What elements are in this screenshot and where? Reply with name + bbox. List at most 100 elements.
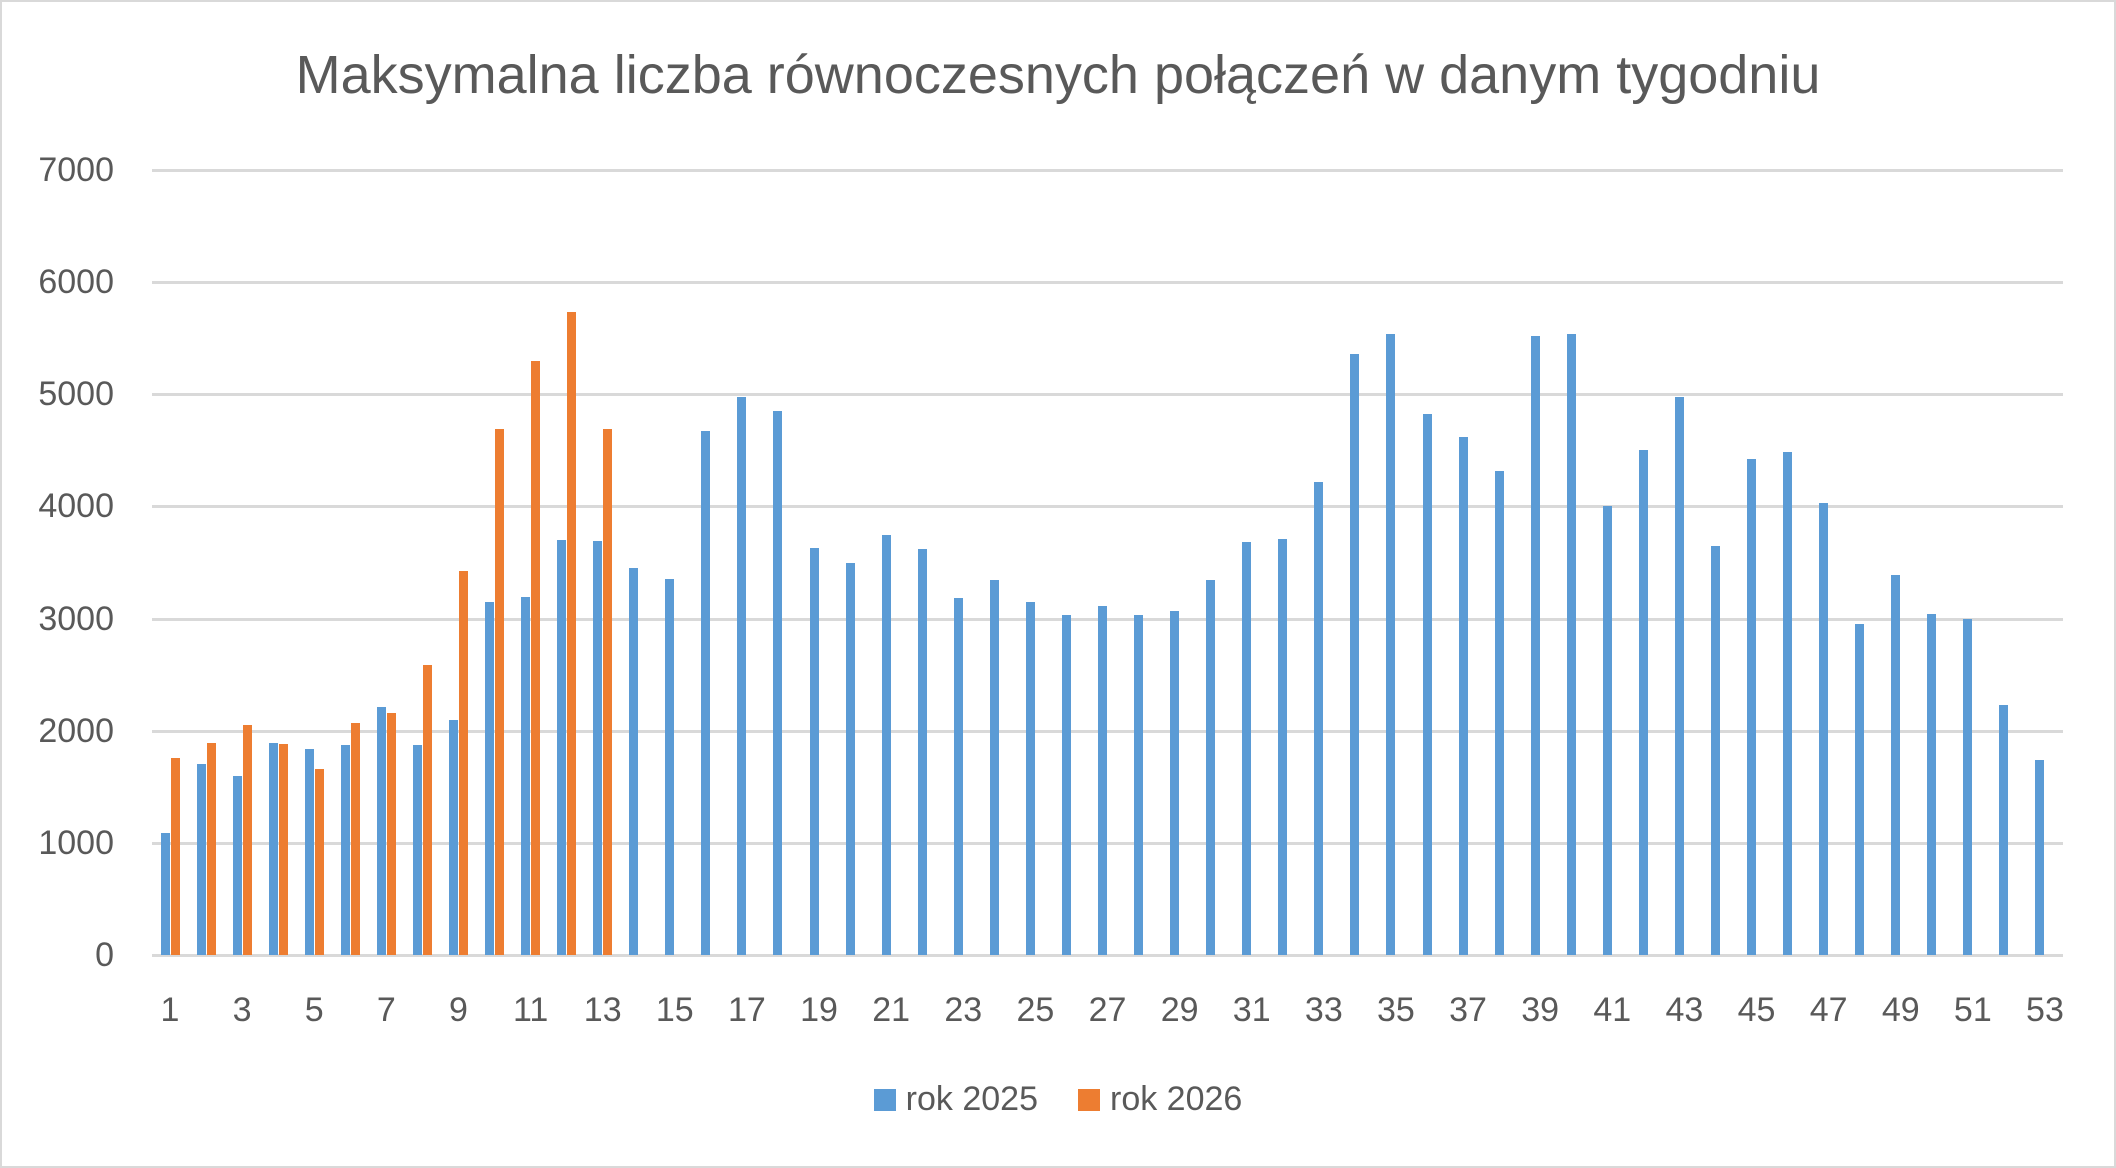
bar-rok-2025-week-17 [737,396,747,955]
bar-rok-2025-week-3 [232,775,242,955]
x-tick-label: 53 [2026,991,2064,1029]
bar-rok-2025-week-11 [521,596,531,955]
gridline [152,841,2063,845]
bar-rok-2025-week-23 [953,598,963,955]
x-tick-label: 15 [655,991,694,1029]
bar-rok-2026-week-13 [603,429,613,955]
bar-rok-2025-week-45 [1747,459,1757,955]
y-tick-label: 7000 [38,151,114,189]
bar-rok-2025-week-53 [2035,760,2045,955]
legend-label: rok 2025 [905,1080,1038,1118]
bar-rok-2025-week-34 [1350,354,1360,955]
gridline [152,393,2063,397]
bar-rok-2025-week-13 [593,541,603,955]
bar-rok-2025-week-6 [340,745,350,955]
y-tick-label: 3000 [38,599,114,638]
bar-rok-2025-week-10 [485,601,495,955]
bar-rok-2025-week-1 [160,832,170,955]
bar-rok-2026-week-9 [458,571,468,955]
bar-rok-2025-week-24 [989,579,999,955]
bar-rok-2025-week-50 [1927,614,1937,955]
bar-rok-2025-week-36 [1422,414,1432,955]
legend: rok 2025 rok 2026 [0,1080,2116,1119]
legend-swatch-icon [1078,1088,1100,1111]
x-tick-label: 27 [1088,991,1127,1029]
bar-rok-2025-week-7 [376,706,386,955]
gridline [152,281,2063,285]
gridline [152,169,2063,172]
x-tick-label: 3 [232,991,252,1029]
x-tick-label: 35 [1377,991,1415,1029]
bar-rok-2025-week-38 [1494,471,1504,955]
bar-rok-2025-week-35 [1386,334,1396,955]
gridline [152,954,2063,957]
x-tick-label: 51 [1953,991,1992,1029]
bar-rok-2025-week-37 [1458,437,1468,955]
bar-rok-2025-week-33 [1314,482,1324,955]
x-tick-label: 23 [944,991,983,1029]
y-tick-label: 6000 [38,263,114,302]
bar-rok-2025-week-52 [1999,704,2009,955]
bar-rok-2025-week-8 [412,745,422,955]
gridline [152,729,2063,733]
x-tick-label: 39 [1521,991,1560,1029]
y-tick-label: 0 [95,936,114,974]
x-tick-label: 5 [304,991,324,1029]
x-tick-label: 25 [1016,991,1055,1029]
bar-rok-2025-week-51 [1963,619,1973,955]
bar-rok-2025-week-22 [917,549,927,955]
bar-rok-2025-week-42 [1638,450,1648,955]
y-tick-label: 1000 [38,823,114,862]
x-tick-label: 47 [1809,991,1848,1029]
x-tick-label: 29 [1160,991,1199,1029]
gridline [152,505,2063,509]
bar-rok-2025-week-25 [1025,602,1035,955]
legend-label: rok 2026 [1110,1080,1243,1118]
bar-rok-2025-week-27 [1098,605,1107,955]
bar-rok-2026-week-5 [314,769,324,955]
bar-rok-2026-week-2 [206,742,216,955]
legend-item-rok-2026: rok 2026 [1078,1080,1242,1119]
chart-title: Maksymalna liczba równoczesnych połączeń… [295,45,1821,105]
x-tick-label: 1 [160,991,180,1029]
bar-rok-2025-week-39 [1530,335,1540,955]
x-tick-label: 19 [800,991,838,1029]
bar-rok-2025-week-48 [1855,624,1865,955]
bar-rok-2025-week-30 [1206,580,1216,955]
x-tick-label: 45 [1737,991,1776,1029]
bar-rok-2025-week-44 [1710,545,1720,955]
x-tick-label: 49 [1881,991,1920,1029]
legend-swatch-icon [873,1088,896,1111]
bar-rok-2025-week-5 [304,748,314,955]
bar-rok-2025-week-21 [881,535,891,955]
bar-rok-2025-week-32 [1278,538,1288,955]
x-tick-label: 31 [1232,991,1271,1029]
x-tick-label: 11 [512,991,549,1029]
bar-rok-2026-week-3 [242,725,252,955]
bar-rok-2025-week-46 [1783,452,1793,955]
x-tick-label: 17 [728,991,766,1029]
bar-rok-2025-week-14 [629,567,639,955]
bar-rok-2025-week-31 [1242,542,1252,955]
bar-rok-2025-week-26 [1061,615,1071,955]
x-tick-label: 33 [1304,991,1343,1029]
y-tick-label: 5000 [38,375,114,414]
x-tick-label: 13 [583,991,622,1029]
x-tick-label: 9 [449,991,468,1029]
x-tick-label: 43 [1665,991,1704,1029]
bar-rok-2025-week-28 [1134,615,1144,955]
x-tick-label: 21 [872,991,911,1029]
bar-rok-2026-week-12 [567,312,577,955]
bar-rok-2025-week-20 [845,562,855,955]
bar-rok-2025-week-2 [196,764,206,955]
bar-rok-2025-week-16 [701,430,711,955]
bar-rok-2026-week-4 [278,743,288,955]
bar-rok-2025-week-40 [1566,334,1576,955]
bar-rok-2025-week-29 [1170,610,1180,955]
legend-item-rok-2025: rok 2025 [873,1080,1038,1119]
bar-rok-2025-week-41 [1602,506,1612,955]
x-tick-label: 37 [1449,991,1487,1029]
bar-rok-2025-week-47 [1819,502,1829,955]
bar-rok-2026-week-8 [422,665,432,955]
